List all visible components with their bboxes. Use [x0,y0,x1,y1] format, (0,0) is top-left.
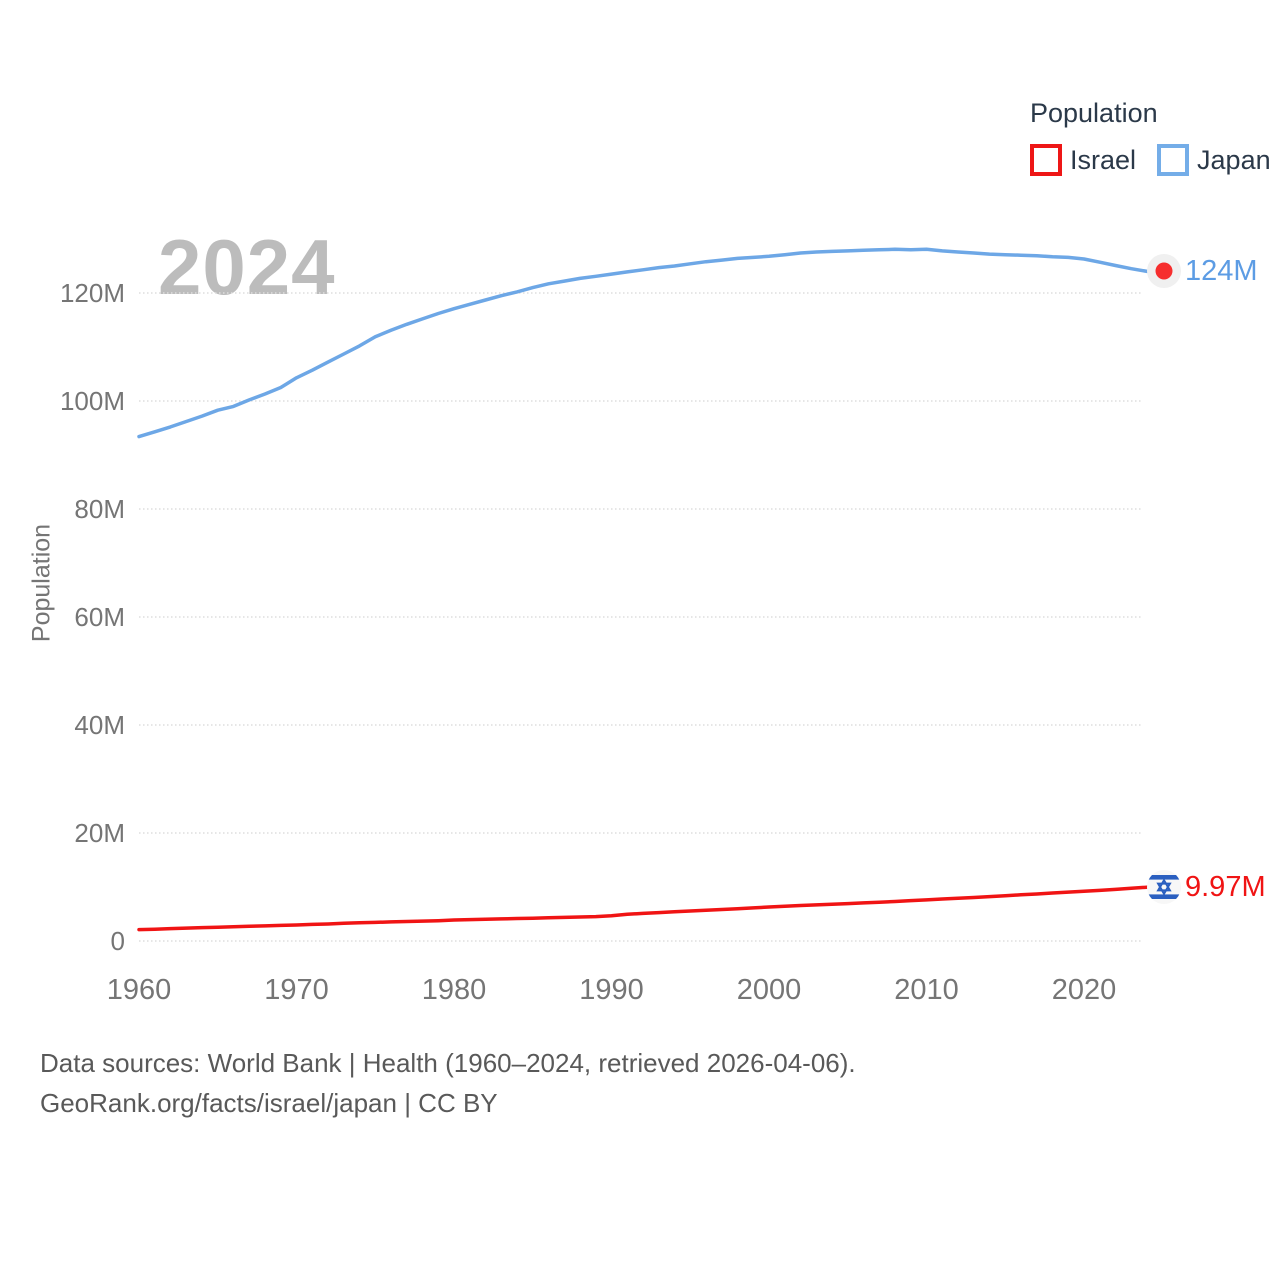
legend-title: Population [1030,98,1158,128]
y-tick-label: 20M [74,818,125,848]
japan-flag-icon [1146,253,1182,289]
israel-swatch-icon [1030,144,1062,176]
y-tick-label: 0 [111,926,125,956]
y-tick-label: 100M [60,386,125,416]
legend-item-japan[interactable]: Japan [1157,144,1271,176]
israel-flag-icon [1146,869,1182,905]
footer: Data sources: World Bank | Health (1960–… [40,1043,856,1123]
footer-attribution-line: GeoRank.org/facts/israel/japan | CC BY [40,1088,498,1118]
legend-items: Israel Japan [1030,144,1271,176]
y-tick-label: 60M [74,602,125,632]
legend-label-japan: Japan [1197,144,1271,175]
x-tick-label: 1990 [579,974,644,1006]
x-tick-label: 1960 [107,974,172,1006]
legend-label-israel: Israel [1070,144,1137,175]
japan-series-line [137,247,1149,439]
legend-item-israel[interactable]: Israel [1030,144,1136,176]
y-tick-label: 120M [60,278,125,308]
legend: Population Israel Japan [1030,98,1271,176]
y-tick-label: 80M [74,494,125,524]
israel-series-line [137,885,1149,932]
x-tick-label: 2000 [737,974,802,1006]
year-watermark: 2024 [158,223,336,311]
footer-sources-line: Data sources: World Bank | Health (1960–… [40,1048,856,1078]
x-tick-label: 2010 [894,974,959,1006]
japan-swatch-icon [1157,144,1190,176]
israel-end-value-label: 9.97M [1185,871,1266,904]
x-tick-label: 1970 [264,974,329,1006]
y-axis-title: Population [27,523,56,643]
x-tick-label: 1980 [422,974,487,1006]
japan-end-value-label: 124M [1185,255,1258,288]
y-tick-label: 40M [74,710,125,740]
x-tick-label: 2020 [1052,974,1117,1006]
